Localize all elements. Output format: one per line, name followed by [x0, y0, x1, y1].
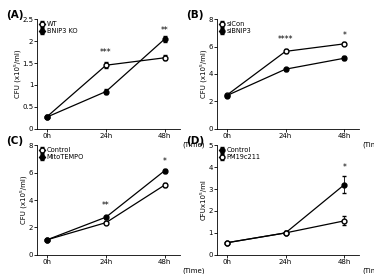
- Text: *: *: [343, 163, 346, 172]
- Y-axis label: CFUx10⁵/ml: CFUx10⁵/ml: [200, 179, 207, 221]
- Text: (Time): (Time): [183, 268, 205, 274]
- Legend: WT, BNIP3 KO: WT, BNIP3 KO: [39, 21, 78, 35]
- Y-axis label: CFU (x10⁵/ml): CFU (x10⁵/ml): [13, 50, 21, 98]
- Text: (Time): (Time): [183, 142, 205, 149]
- Text: (Time): (Time): [362, 268, 374, 274]
- Text: **: **: [102, 201, 110, 210]
- Text: (C): (C): [6, 136, 23, 146]
- Text: **: **: [161, 26, 169, 35]
- Legend: Control, MitoTEMPO: Control, MitoTEMPO: [39, 147, 85, 161]
- Legend: Control, PM19c211: Control, PM19c211: [218, 147, 261, 161]
- Text: *: *: [163, 157, 167, 166]
- Text: (A): (A): [6, 10, 24, 20]
- Text: *: *: [343, 31, 346, 40]
- Text: ***: ***: [100, 48, 112, 57]
- Legend: siCon, siBNIP3: siCon, siBNIP3: [218, 21, 252, 35]
- Y-axis label: CFU (x10⁵/ml): CFU (x10⁵/ml): [20, 176, 27, 224]
- Text: ****: ****: [278, 35, 293, 44]
- Y-axis label: CFU (x10⁵/ml): CFU (x10⁵/ml): [199, 50, 207, 98]
- Text: (D): (D): [186, 136, 204, 146]
- Text: (Time): (Time): [362, 142, 374, 149]
- Text: (B): (B): [186, 10, 203, 20]
